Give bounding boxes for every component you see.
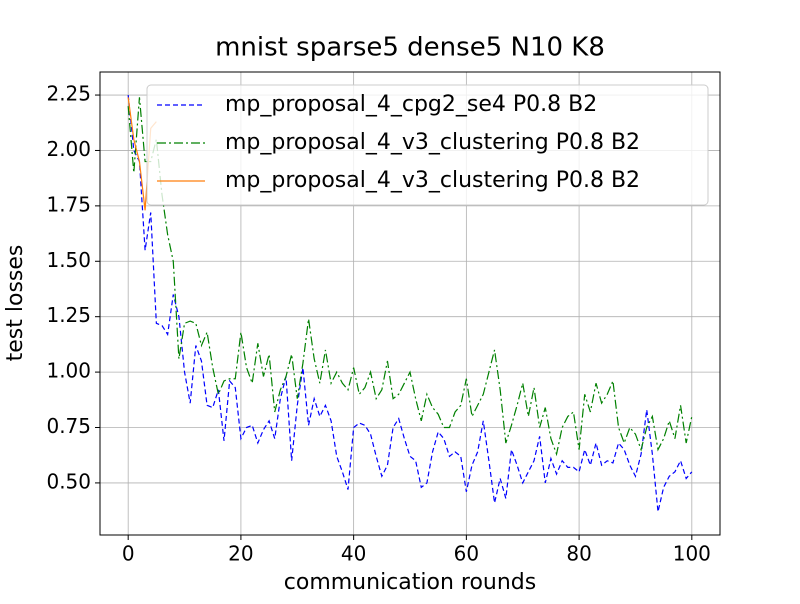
x-tick-label: 80 xyxy=(566,542,591,566)
y-tick-label: 0.75 xyxy=(46,414,91,438)
y-axis-label: test losses xyxy=(3,245,28,362)
legend-label: mp_proposal_4_v3_clustering P0.8 B2 xyxy=(225,130,640,155)
y-tick-label: 2.25 xyxy=(46,82,91,106)
y-tick-label: 1.50 xyxy=(46,248,91,272)
x-tick-label: 60 xyxy=(454,542,479,566)
y-tick-label: 1.00 xyxy=(46,359,91,383)
legend-label: mp_proposal_4_v3_clustering P0.8 B2 xyxy=(225,168,640,193)
y-tick-label: 1.75 xyxy=(46,192,91,216)
x-tick-label: 0 xyxy=(122,542,135,566)
y-tick-label: 1.25 xyxy=(46,303,91,327)
y-tick-label: 2.00 xyxy=(46,137,91,161)
x-axis-label: communication rounds xyxy=(284,570,536,595)
y-tick-label: 0.50 xyxy=(46,469,91,493)
x-tick-label: 40 xyxy=(341,542,366,566)
series-line xyxy=(127,94,693,512)
chart-title: mnist sparse5 dense5 N10 K8 xyxy=(215,33,605,63)
series-line xyxy=(127,97,693,457)
x-tick-label: 100 xyxy=(673,542,711,566)
legend-box xyxy=(146,84,709,206)
plot-frame xyxy=(99,71,721,536)
legend-label: mp_proposal_4_cpg2_se4 P0.8 B2 xyxy=(225,92,597,117)
x-tick-label: 20 xyxy=(228,542,253,566)
